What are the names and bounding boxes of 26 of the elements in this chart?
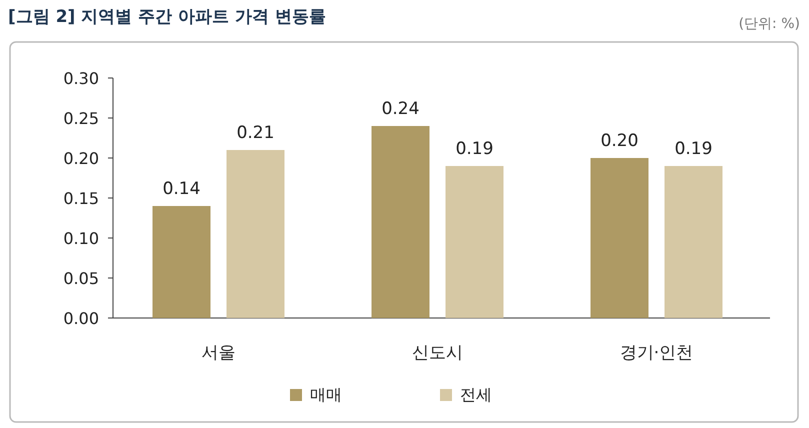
bar xyxy=(372,126,430,318)
data-label: 0.14 xyxy=(162,179,200,199)
legend-label: 전세 xyxy=(460,385,492,404)
bar xyxy=(226,150,284,318)
y-tick-label: 0.15 xyxy=(63,189,99,208)
bar xyxy=(590,158,648,318)
data-label: 0.20 xyxy=(600,131,638,151)
legend-label: 매매 xyxy=(310,385,342,404)
bar xyxy=(664,166,722,318)
data-label: 0.21 xyxy=(236,123,274,143)
data-label: 0.24 xyxy=(382,99,420,119)
y-tick-label: 0.20 xyxy=(63,149,99,168)
text: (단위: %) xyxy=(738,16,800,32)
y-tick-label: 0.30 xyxy=(63,69,99,88)
y-tick-label: 0.05 xyxy=(63,269,99,288)
x-tick-label: 서울 xyxy=(202,343,236,363)
x-tick-label: 신도시 xyxy=(412,343,463,363)
x-tick-label: 경기·인천 xyxy=(620,343,694,363)
y-tick-label: 0.25 xyxy=(63,109,99,128)
bar xyxy=(152,206,210,318)
bar xyxy=(446,166,504,318)
data-label: 0.19 xyxy=(456,139,494,159)
y-tick-label: 0.10 xyxy=(63,229,99,248)
chart-title: [그림 2] 지역별 주간 아파트 가격 변동률 xyxy=(8,7,326,27)
data-label: 0.19 xyxy=(674,139,712,159)
y-tick-label: 0.00 xyxy=(63,309,99,328)
